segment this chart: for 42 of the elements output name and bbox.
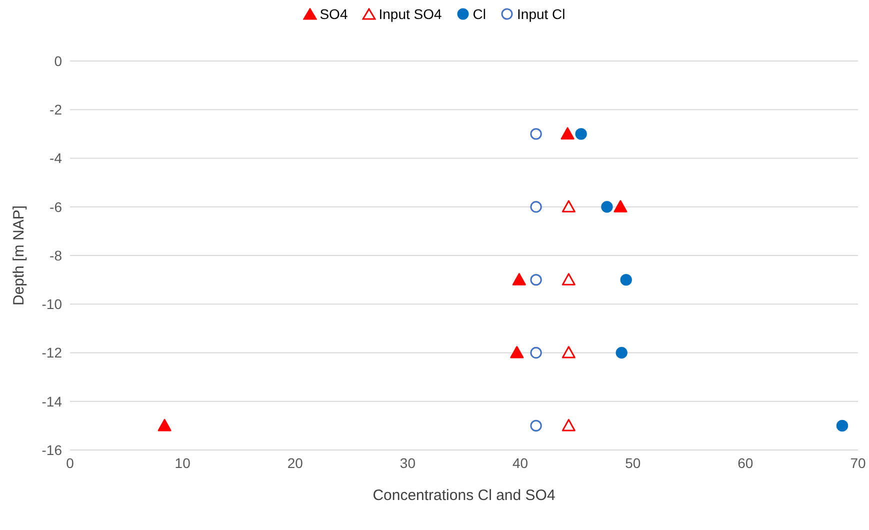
y-tick-label: -8 [50, 247, 62, 264]
point [562, 346, 576, 358]
point [620, 274, 632, 286]
point [562, 273, 576, 286]
point [562, 200, 576, 212]
point [562, 418, 576, 432]
point [616, 346, 628, 359]
legend-label: SO4 [320, 6, 348, 22]
legend-label: Cl [472, 6, 486, 22]
y-tick-label: -2 [50, 102, 62, 118]
point [530, 420, 542, 432]
point [510, 346, 524, 358]
y-tick-label: -6 [50, 198, 62, 215]
y-tick-label: -10 [42, 296, 62, 312]
point [158, 418, 172, 432]
x-tick-label: 30 [400, 454, 416, 471]
x-tick-label: 40 [512, 454, 528, 471]
point [575, 128, 587, 140]
x-tick-label: 10 [174, 454, 191, 471]
point [512, 273, 526, 286]
x-tick-label: 0 [66, 454, 74, 471]
x-tick-label: 50 [625, 454, 641, 471]
point [530, 201, 542, 213]
point [530, 346, 542, 359]
y-tick-label: -16 [42, 442, 62, 458]
y-axis-title: Depth [m NAP] [10, 205, 28, 306]
y-tick-label: -12 [42, 344, 62, 361]
legend-label: Input SO4 [378, 6, 442, 22]
point [530, 128, 542, 140]
y-tick-label: -4 [50, 150, 62, 166]
x-tick-label: 70 [850, 454, 866, 471]
x-tick-label: 60 [738, 454, 754, 471]
y-tick-label: -14 [42, 393, 62, 410]
point [530, 274, 542, 286]
y-tick-label: 0 [54, 52, 62, 69]
point [836, 420, 848, 432]
point [601, 201, 613, 213]
x-tick-label: 20 [287, 454, 304, 471]
point [614, 200, 628, 212]
x-axis-title: Concentrations Cl and SO4 [372, 487, 556, 504]
legend-label: Input Cl [517, 6, 566, 22]
point [560, 127, 574, 140]
